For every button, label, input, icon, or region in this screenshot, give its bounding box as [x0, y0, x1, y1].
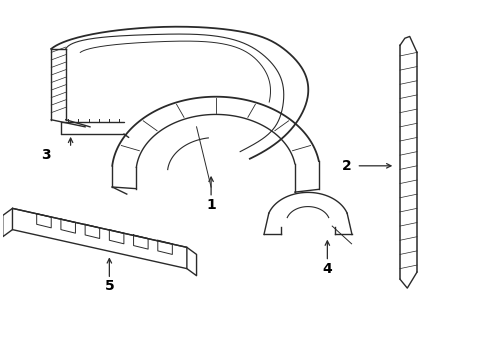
Text: 2: 2: [342, 159, 352, 173]
Text: 3: 3: [42, 148, 51, 162]
Text: 4: 4: [322, 262, 332, 276]
Text: 1: 1: [206, 198, 216, 212]
Text: 5: 5: [104, 279, 114, 293]
